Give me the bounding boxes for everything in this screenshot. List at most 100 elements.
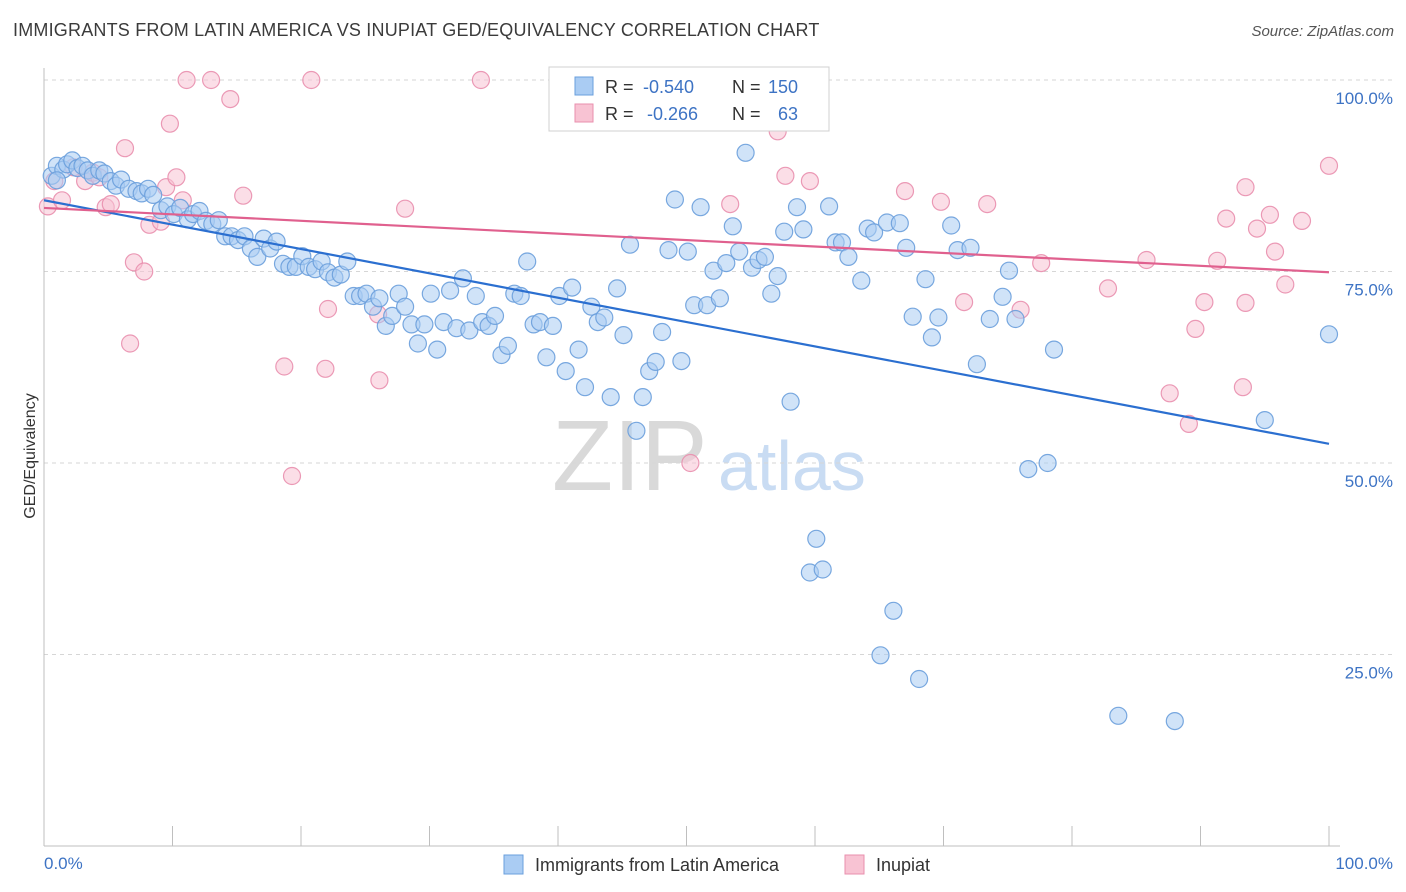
latin-america-point bbox=[807, 529, 826, 548]
inupiat-point bbox=[52, 191, 72, 210]
inupiat-point bbox=[471, 70, 490, 90]
latin-america-point bbox=[408, 334, 427, 353]
latin-america-point bbox=[717, 254, 736, 273]
inupiat-point bbox=[1236, 293, 1255, 312]
latin-america-point bbox=[562, 278, 582, 297]
latin-america-point bbox=[569, 340, 588, 359]
stats-legend-box bbox=[548, 66, 830, 132]
y-tick-label: 100.0% bbox=[1335, 89, 1393, 108]
latin-america-point bbox=[909, 669, 929, 689]
latin-america-point bbox=[942, 216, 961, 235]
latin-america-point bbox=[556, 362, 575, 381]
watermark: ZIP atlas bbox=[552, 400, 866, 512]
latin-america-point bbox=[890, 214, 909, 233]
latin-america-point bbox=[897, 238, 916, 257]
latin-america-point bbox=[47, 171, 67, 190]
chart-title: IMMIGRANTS FROM LATIN AMERICA VS INUPIAT… bbox=[13, 20, 820, 40]
latin-america-point bbox=[1006, 309, 1025, 329]
inupiat-point bbox=[721, 195, 740, 214]
latin-america-point bbox=[498, 336, 517, 355]
stats-legend-r-value: -0.540 bbox=[643, 77, 694, 97]
latin-america-point bbox=[518, 252, 537, 271]
latin-america-point bbox=[383, 306, 402, 325]
latin-america-point bbox=[601, 388, 620, 407]
inupiat-point bbox=[160, 114, 179, 133]
inupiat-point bbox=[1160, 384, 1179, 403]
latin-america-point bbox=[537, 348, 556, 367]
latin-america-point bbox=[730, 242, 749, 261]
inupiat-point bbox=[1292, 211, 1312, 230]
latin-america-point bbox=[466, 286, 485, 306]
inupiat-point bbox=[177, 70, 196, 90]
latin-america-point bbox=[839, 247, 858, 266]
latin-america-point bbox=[775, 222, 794, 241]
latin-america-point bbox=[672, 352, 691, 371]
latin-america-point bbox=[267, 232, 286, 251]
latin-america-point bbox=[1319, 325, 1339, 344]
latin-america-point bbox=[1109, 706, 1128, 725]
stats-legend-r-label: R = bbox=[605, 104, 639, 124]
latin-america-point bbox=[209, 211, 228, 230]
stats-legend-n-label: N = bbox=[732, 104, 766, 124]
latin-america-point bbox=[1038, 453, 1057, 473]
latin-america-point bbox=[967, 355, 987, 374]
chart-source: Source: ZipAtlas.com bbox=[1251, 23, 1394, 40]
latin-america-point bbox=[415, 315, 434, 334]
inupiat-point bbox=[1260, 205, 1280, 224]
inupiat-point bbox=[121, 334, 140, 353]
latin-america-point bbox=[428, 340, 447, 359]
stats-legend-r-label: R = bbox=[605, 77, 639, 97]
latin-america-point bbox=[646, 352, 665, 371]
y-axis-title: GED/Equivalency bbox=[22, 393, 39, 518]
inupiat-point bbox=[1319, 156, 1339, 175]
inupiat-point bbox=[135, 262, 154, 281]
latin-america-point bbox=[903, 307, 922, 326]
inupiat-point bbox=[978, 195, 997, 214]
inupiat-point bbox=[1186, 319, 1205, 338]
latin-america-point bbox=[1255, 411, 1274, 430]
latin-america-point bbox=[144, 185, 163, 204]
y-tick-label: 25.0% bbox=[1345, 664, 1393, 683]
inupiat-point bbox=[1195, 293, 1214, 312]
latin-america-point bbox=[652, 322, 672, 342]
inupiat-point bbox=[895, 182, 915, 201]
inupiat-point bbox=[1236, 178, 1255, 197]
inupiat-point bbox=[318, 299, 338, 319]
trend-layer bbox=[43, 199, 1330, 445]
stats-legend-r-value: -0.266 bbox=[647, 104, 698, 124]
latin-america-point bbox=[1044, 340, 1064, 359]
inupiat-point bbox=[954, 293, 974, 312]
inupiat-point bbox=[1247, 219, 1267, 238]
stats-legend-swatch-pink bbox=[574, 103, 594, 123]
trend-line-inupiat bbox=[43, 206, 1330, 274]
watermark-atlas: atlas bbox=[718, 427, 866, 505]
y-tick-label: 50.0% bbox=[1345, 472, 1393, 491]
trend-line-latin-america bbox=[43, 199, 1330, 445]
latin-america-point bbox=[813, 560, 832, 579]
latin-america-point bbox=[543, 316, 563, 335]
stats-legend-n-label: N = bbox=[732, 77, 766, 97]
latin-america-point bbox=[762, 284, 781, 303]
grid-layer bbox=[44, 79, 1395, 655]
latin-america-point bbox=[819, 197, 839, 216]
latin-america-point bbox=[794, 220, 813, 239]
inupiat-point bbox=[234, 186, 253, 205]
label-layer: GED/Equivalency 0.0% 100.0% 25.0% 50.0% 75… bbox=[22, 89, 1393, 873]
inupiat-point bbox=[776, 166, 795, 185]
latin-america-point bbox=[961, 238, 980, 257]
stats-legend-n-value: 150 bbox=[768, 77, 798, 97]
series-legend: Immigrants from Latin America Inupiat bbox=[503, 854, 930, 875]
watermark-zip: ZIP bbox=[552, 400, 708, 512]
latin-america-point bbox=[633, 388, 652, 407]
x-tick-label-min: 0.0% bbox=[44, 854, 83, 873]
x-tick-label-max: 100.0% bbox=[1335, 854, 1393, 873]
y-tick-label: 75.0% bbox=[1345, 281, 1393, 300]
latin-america-point bbox=[396, 297, 415, 316]
legend-label-inupiat: Inupiat bbox=[876, 855, 930, 875]
latin-america-point bbox=[248, 247, 267, 266]
latin-america-point bbox=[929, 308, 948, 327]
latin-america-point bbox=[884, 601, 903, 620]
inupiat-point bbox=[1276, 275, 1295, 294]
